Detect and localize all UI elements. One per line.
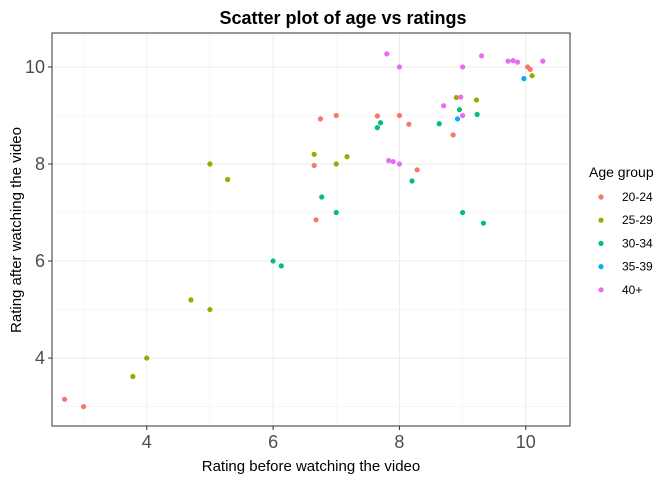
data-point xyxy=(384,51,390,57)
data-point xyxy=(453,94,459,101)
x-tick-label: 4 xyxy=(142,432,152,452)
data-point xyxy=(414,167,420,173)
legend-title: Age group xyxy=(589,164,654,180)
data-point xyxy=(80,403,87,410)
x-tick-label: 6 xyxy=(268,432,278,452)
y-tick-label: 4 xyxy=(35,348,45,368)
data-point xyxy=(390,158,396,165)
x-tick-label: 10 xyxy=(516,432,536,452)
data-point xyxy=(396,161,403,167)
legend-items: 20-24 25-29 30-34 35-39 40+ xyxy=(598,190,653,297)
data-point xyxy=(505,58,511,64)
data-point xyxy=(521,76,527,82)
legend: Age group 20-24 25-29 30-34 35-39 40+ xyxy=(589,164,654,297)
plot-panel-border xyxy=(51,32,571,427)
data-point xyxy=(460,209,466,216)
data-point xyxy=(514,59,521,65)
data-point xyxy=(436,121,442,127)
data-point xyxy=(478,53,485,59)
data-points xyxy=(62,51,546,410)
x-tick-label: 8 xyxy=(394,432,404,452)
data-point xyxy=(441,103,447,109)
data-point xyxy=(458,94,464,100)
data-point xyxy=(396,64,403,70)
data-point xyxy=(460,64,466,70)
data-point xyxy=(130,373,136,380)
data-point xyxy=(473,97,480,103)
data-point xyxy=(344,154,350,160)
y-tick-label: 10 xyxy=(25,57,45,77)
data-point xyxy=(319,194,325,200)
y-tick-label: 8 xyxy=(35,154,45,174)
data-point xyxy=(460,112,466,119)
data-point xyxy=(270,258,276,264)
legend-key xyxy=(598,217,604,223)
data-point xyxy=(225,176,231,183)
data-point xyxy=(474,111,480,118)
data-point xyxy=(377,120,384,126)
data-point xyxy=(529,73,535,79)
data-point xyxy=(510,58,516,64)
data-point xyxy=(456,107,463,113)
data-point xyxy=(144,355,150,361)
data-point xyxy=(311,162,317,169)
data-point xyxy=(480,220,487,226)
data-point xyxy=(317,116,324,122)
legend-key xyxy=(598,287,604,293)
data-point xyxy=(333,112,339,119)
data-point xyxy=(454,116,461,122)
legend-label: 25-29 xyxy=(622,213,653,227)
legend-key xyxy=(598,194,604,200)
legend-key xyxy=(598,240,604,246)
data-point xyxy=(409,178,415,184)
data-point xyxy=(396,112,403,119)
data-point xyxy=(386,158,392,164)
data-point xyxy=(333,209,339,216)
legend-label: 30-34 xyxy=(622,236,653,250)
data-point xyxy=(62,396,68,402)
x-axis-label: Rating before watching the video xyxy=(202,458,420,475)
data-point xyxy=(188,297,194,303)
data-point xyxy=(374,113,380,119)
data-point xyxy=(207,161,213,167)
data-point xyxy=(527,66,533,72)
data-point xyxy=(311,151,317,157)
data-point xyxy=(333,161,339,167)
data-point xyxy=(450,132,456,138)
legend-label: 40+ xyxy=(622,283,642,297)
data-point xyxy=(313,217,319,223)
data-point xyxy=(278,263,284,269)
data-point xyxy=(406,121,412,127)
data-point xyxy=(207,306,213,313)
grid-lines xyxy=(52,33,570,426)
data-point xyxy=(374,125,380,131)
legend-key xyxy=(598,264,604,270)
data-point xyxy=(540,58,546,64)
legend-label: 20-24 xyxy=(622,190,653,204)
y-axis-label: Rating after watching the video xyxy=(8,127,25,333)
legend-label: 35-39 xyxy=(622,260,653,274)
axes: 4 6 8 10 4 6 8 10 xyxy=(25,57,536,452)
y-tick-label: 6 xyxy=(35,251,45,271)
chart-title: Scatter plot of age vs ratings xyxy=(219,8,466,28)
